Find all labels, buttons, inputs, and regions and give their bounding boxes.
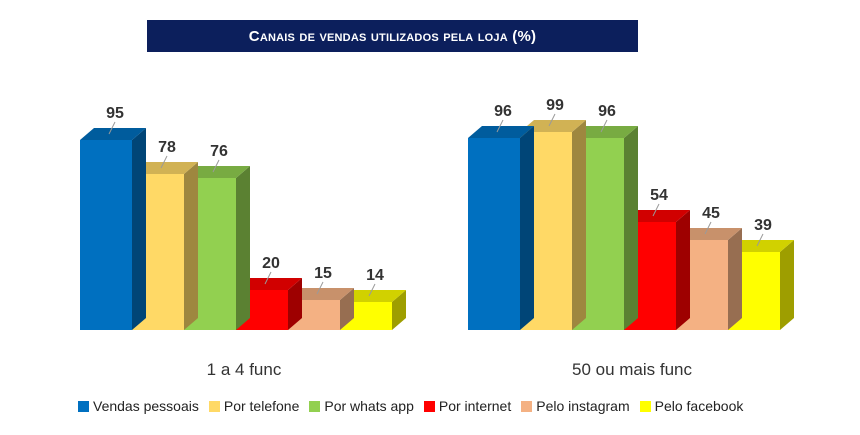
legend-item: Pelo facebook xyxy=(639,398,744,414)
bar-side xyxy=(288,278,302,330)
bar-side xyxy=(340,288,354,330)
legend-swatch xyxy=(423,400,435,412)
data-label: 15 xyxy=(314,265,332,282)
legend-swatch xyxy=(78,400,89,412)
data-label-leader xyxy=(160,155,168,169)
bar-top xyxy=(728,240,794,252)
data-label-leader xyxy=(264,271,272,285)
bar-side xyxy=(392,290,406,330)
bar-top xyxy=(572,126,638,138)
chart-title: Canais de vendas utilizados pela loja (%… xyxy=(147,20,638,52)
data-label-leader xyxy=(212,159,220,173)
bar-top xyxy=(236,278,302,290)
data-label-leader xyxy=(496,119,504,133)
category-label: 1 a 4 func xyxy=(207,360,282,379)
bar-top xyxy=(520,120,586,132)
bar-top xyxy=(132,162,198,174)
legend-label: Vendas pessoais xyxy=(93,398,199,414)
data-label: 95 xyxy=(106,105,124,122)
data-label: 54 xyxy=(650,187,668,204)
bar-front xyxy=(468,138,520,330)
bar-side xyxy=(520,126,534,330)
data-label: 20 xyxy=(262,255,280,272)
data-label-leader xyxy=(368,283,376,297)
bar-chart: 95 78 76 20 15 14 1 a 4 func 96 99 96 54 45 39 50 ou … xyxy=(80,97,794,379)
bar-top xyxy=(624,210,690,222)
data-label-leader xyxy=(600,119,608,133)
bar-front xyxy=(80,140,132,330)
data-label: 78 xyxy=(158,139,176,156)
bar-top xyxy=(340,290,406,302)
data-label: 14 xyxy=(366,267,384,284)
data-label-leader xyxy=(108,121,116,135)
legend-label: Por whats app xyxy=(324,398,414,414)
legend-item: Vendas pessoais xyxy=(78,398,199,414)
bar-side xyxy=(572,120,586,330)
legend-item: Pelo instagram xyxy=(521,398,630,414)
bar-top xyxy=(468,126,534,138)
bar-side xyxy=(132,128,146,330)
bar-side xyxy=(624,126,638,330)
data-label: 99 xyxy=(546,97,564,114)
legend-label: Por internet xyxy=(438,398,512,414)
data-label: 45 xyxy=(702,205,720,222)
bar-top xyxy=(676,228,742,240)
category-label: 50 ou mais func xyxy=(572,360,693,379)
bar-side xyxy=(780,240,794,330)
data-label: 76 xyxy=(210,143,228,160)
bar-side xyxy=(184,162,198,330)
bar xyxy=(468,126,534,330)
legend-label: Por telefone xyxy=(223,398,300,414)
bar-side xyxy=(728,228,742,330)
bar-side xyxy=(236,166,250,330)
bar-side xyxy=(676,210,690,330)
legend-swatch xyxy=(208,400,220,412)
data-label: 96 xyxy=(598,103,616,120)
data-label-leader xyxy=(316,281,324,295)
legend-swatch xyxy=(521,400,533,412)
data-label-leader xyxy=(548,113,556,127)
legend-item: Por telefone xyxy=(208,398,300,414)
bar-top xyxy=(80,128,146,140)
bar-top xyxy=(184,166,250,178)
data-label-leader xyxy=(704,221,712,235)
bar xyxy=(80,128,146,330)
legend-swatch xyxy=(639,400,651,412)
chart-title-text: Canais de vendas utilizados pela loja (%… xyxy=(248,27,537,45)
legend-item: Por internet xyxy=(423,398,512,414)
legend-label: Pelo facebook xyxy=(654,398,744,414)
chart-legend: Vendas pessoais Por telefone Por whats app… xyxy=(78,398,743,414)
data-label: 39 xyxy=(754,217,772,234)
legend-swatch xyxy=(309,400,321,412)
bar-top xyxy=(288,288,354,300)
data-label-leader xyxy=(756,233,764,247)
data-label-leader xyxy=(652,203,660,217)
legend-item: Por whats app xyxy=(309,398,414,414)
legend-label: Pelo instagram xyxy=(536,398,630,414)
data-label: 96 xyxy=(494,103,512,120)
